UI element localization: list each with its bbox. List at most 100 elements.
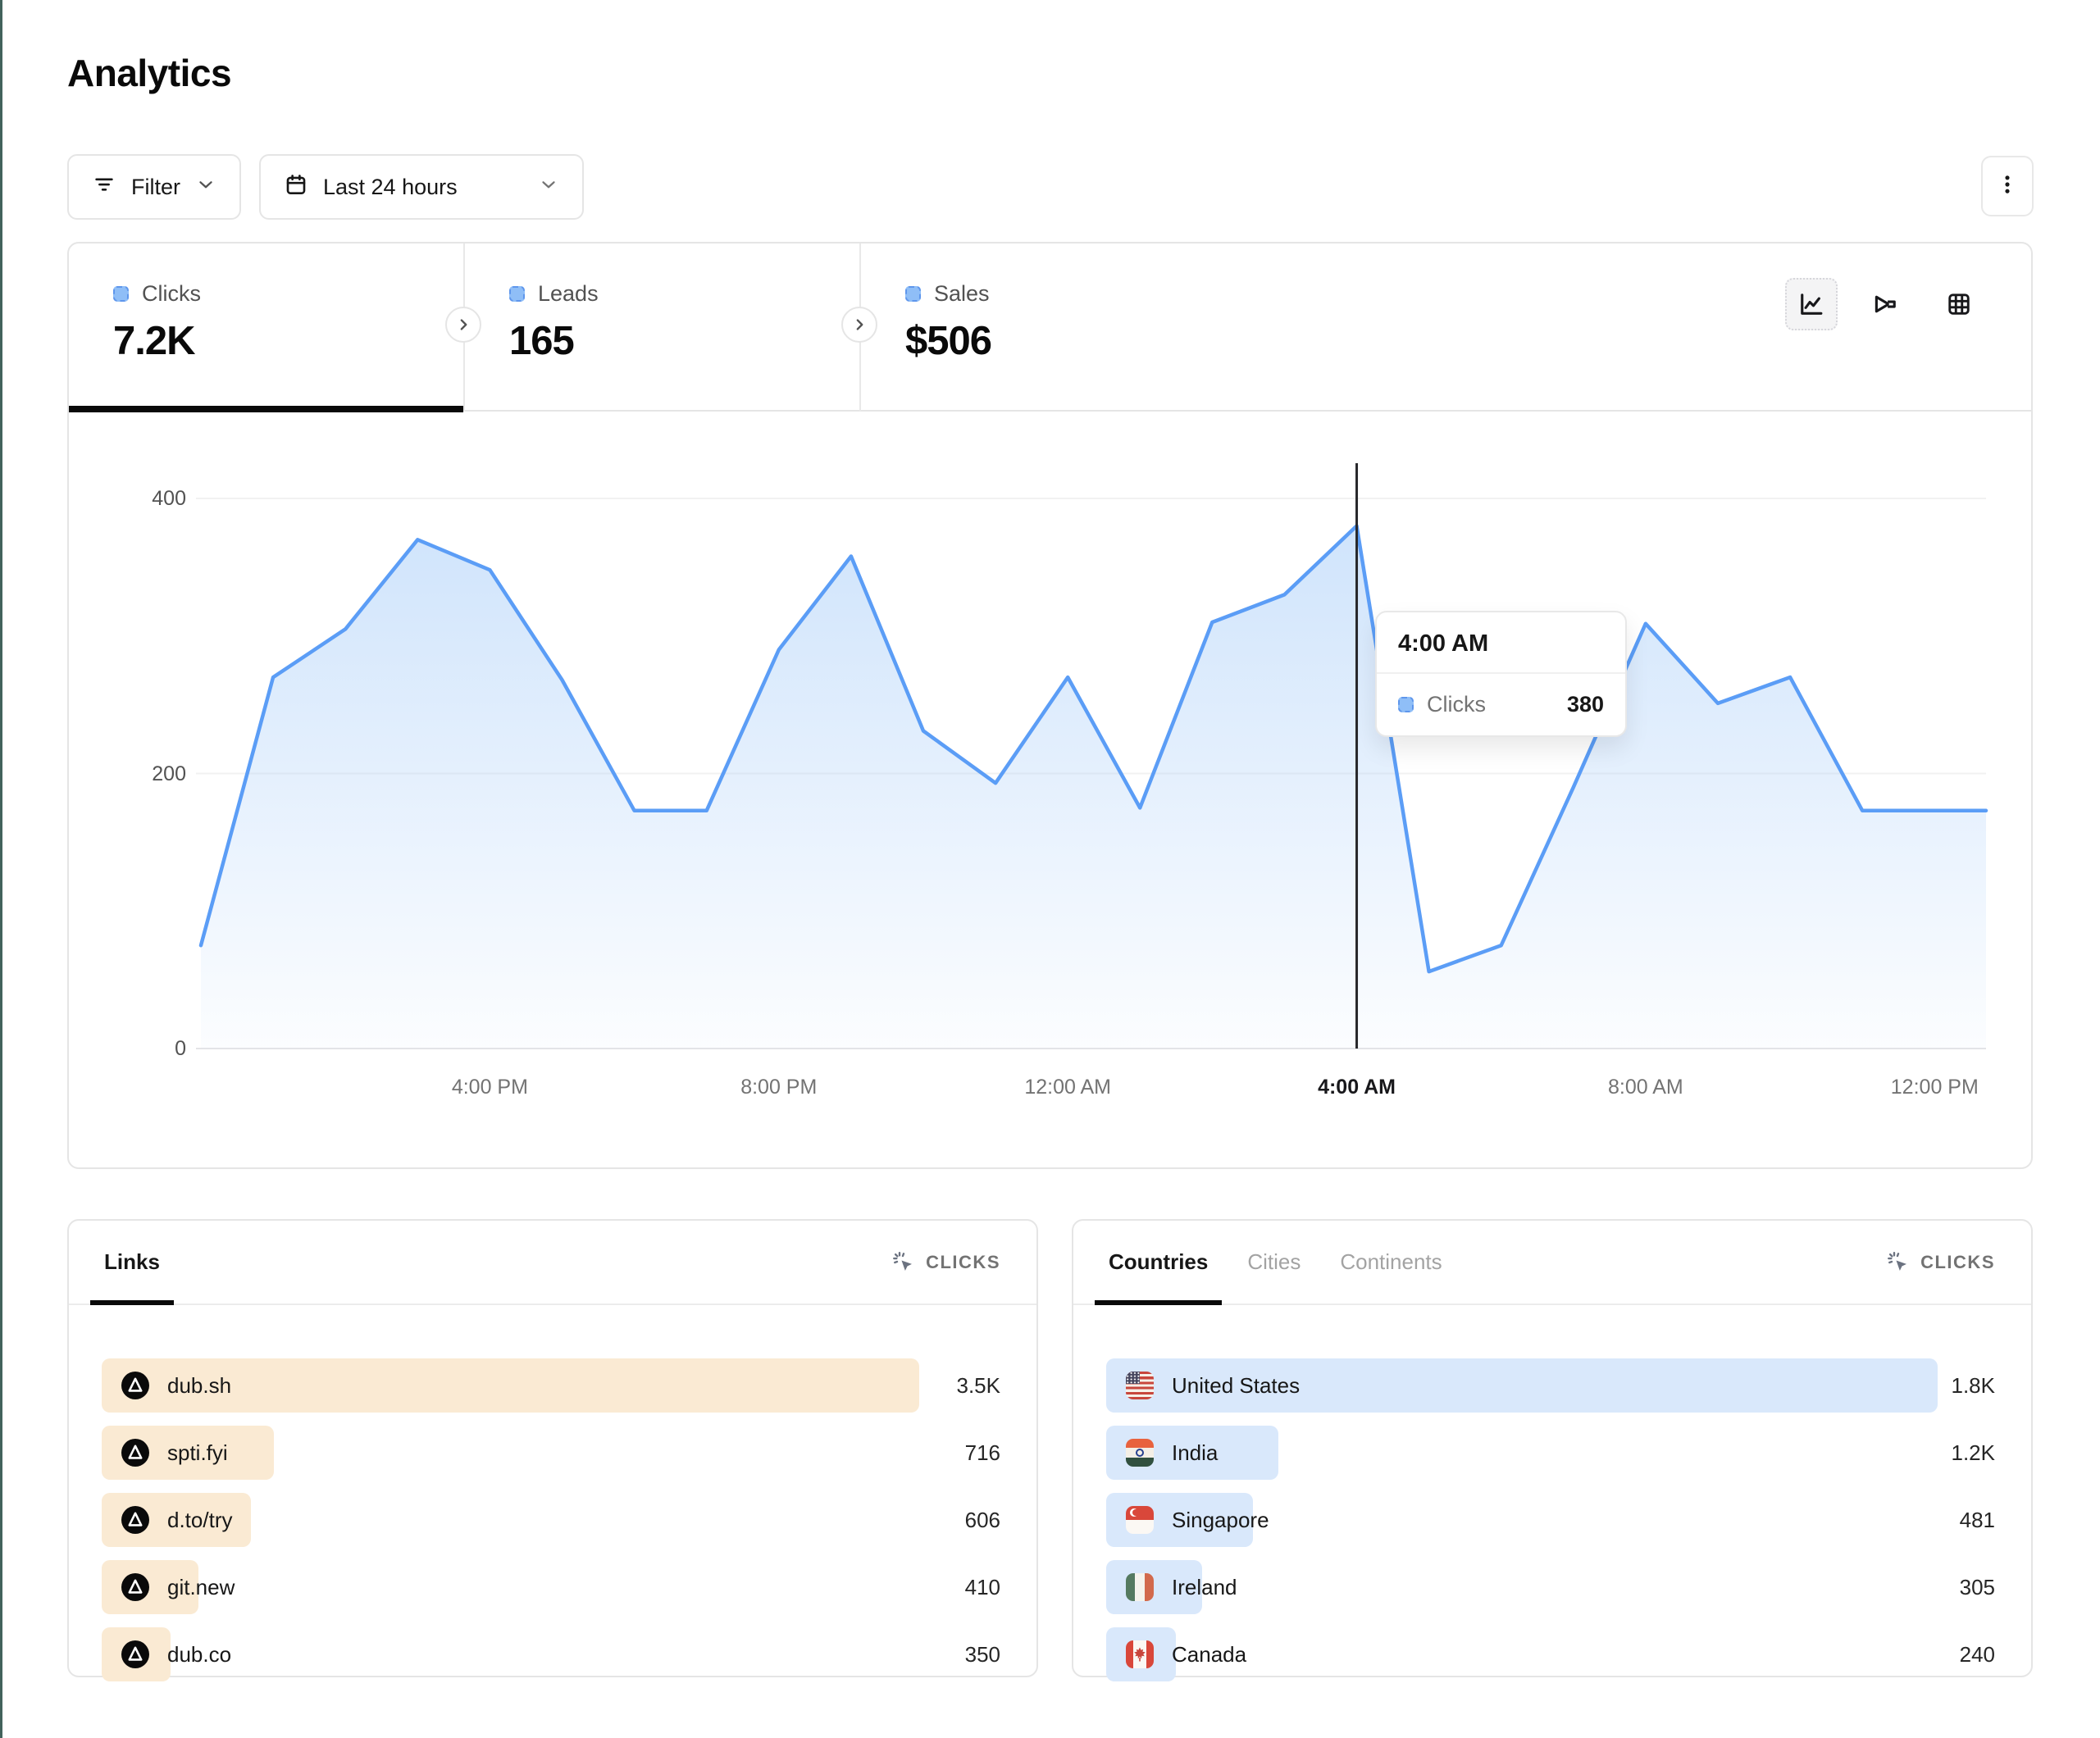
line-chart-view-button[interactable] [1785,278,1838,330]
table-view-button[interactable] [1933,278,1985,330]
list-item[interactable]: dub.sh 3.5K [102,1358,1000,1413]
flag-ireland-icon [1126,1573,1154,1601]
filter-button[interactable]: Filter [67,154,241,220]
list-item[interactable]: United States 1.8K [1106,1358,1995,1413]
flag-india-icon [1126,1439,1154,1467]
leads-legend-square-icon [509,286,525,302]
row-label: dub.sh [167,1372,232,1398]
tab-label: Countries [1109,1249,1209,1274]
row-label: India [1172,1440,1219,1465]
flag-united-states-icon [1126,1372,1154,1399]
chevron-down-icon [538,174,559,201]
funnel-view-button[interactable] [1859,278,1911,330]
row-value: 1.8K [1951,1372,1996,1398]
row-value: 350 [964,1641,1000,1667]
dub-logo-icon [121,1372,149,1399]
stat-tab-label: Leads [538,281,599,306]
page-title: Analytics [67,52,232,94]
list-item[interactable]: India 1.2K [1106,1426,1995,1480]
row-value: 410 [964,1574,1000,1599]
row-value: 305 [1959,1574,1995,1599]
tab-cities[interactable]: Cities [1233,1221,1314,1304]
chart-tooltip: 4:00 AM Clicks 380 [1375,611,1627,737]
x-axis-label: 8:00 AM [1608,1076,1683,1099]
row-label: spti.fyi [167,1440,228,1465]
row-value: 3.5K [956,1372,1001,1398]
tab-countries[interactable]: Countries [1095,1221,1223,1305]
flag-singapore-icon [1126,1506,1154,1534]
row-value-bar [102,1560,199,1614]
stat-tab-value: $506 [905,319,992,363]
x-axis-label: 4:00 PM [451,1076,528,1099]
tab-label: Links [104,1249,160,1274]
links-panel: Links CLICKS dub.sh 3.5K spti.fyi 716 d.to/t… [67,1219,1038,1681]
date-range-button[interactable]: Last 24 hours [259,154,584,220]
clicks-time-series-chart[interactable]: 4:00 AM Clicks 380 400 200 0 4:00 PM 8:00 PM… [69,412,2032,1168]
list-item[interactable]: Canada 240 [1106,1627,1995,1681]
links-metric-header[interactable]: CLICKS [891,1250,1000,1275]
chevron-right-icon [460,319,467,330]
y-axis-label: 400 [152,487,186,510]
row-label: Singapore [1172,1507,1269,1532]
expand-leads-chevron-button[interactable] [841,307,877,343]
dub-logo-icon [121,1640,149,1668]
row-value: 1.2K [1951,1440,1996,1465]
cursor-click-icon [893,1251,913,1271]
list-item[interactable]: git.new 410 [102,1560,1000,1614]
line-chart-icon [1801,293,1823,315]
y-axis-label: 200 [152,762,186,785]
chevron-down-icon [195,174,216,201]
dub-logo-icon [121,1506,149,1534]
tab-links[interactable]: Links [90,1221,174,1305]
metric-label: CLICKS [926,1251,1000,1272]
row-value: 716 [964,1440,1000,1465]
row-label: git.new [167,1574,235,1599]
sales-legend-square-icon [905,286,921,302]
stat-tab-label: Sales [934,281,990,306]
tooltip-series-label: Clicks [1427,692,1486,717]
row-value: 240 [1959,1641,1995,1667]
tab-label: Cities [1247,1249,1301,1274]
row-value-bar [1106,1358,1938,1413]
row-value: 481 [1959,1507,1995,1532]
countries-metric-header[interactable]: CLICKS [1886,1250,1995,1275]
row-label: Ireland [1172,1574,1237,1599]
calendar-icon [284,172,308,202]
stat-tab-clicks[interactable]: Clicks 7.2K [69,243,463,412]
row-label: United States [1172,1372,1301,1398]
row-label: d.to/try [167,1507,233,1532]
clicks-line-series [198,524,1988,974]
dub-logo-icon [121,1439,149,1467]
filter-button-label: Filter [131,174,180,199]
x-axis-label: 12:00 PM [1890,1076,1979,1099]
list-item[interactable]: d.to/try 606 [102,1493,1000,1547]
clicks-legend-square-icon [1398,697,1414,712]
tooltip-time: 4:00 AM [1377,612,1625,674]
tab-label: Continents [1340,1249,1442,1274]
stat-tab-sales[interactable]: Sales $506 [859,243,1255,412]
tooltip-value: 380 [1566,692,1604,717]
kebab-menu-icon [1996,172,2019,201]
list-item[interactable]: dub.co 350 [102,1627,1000,1681]
more-options-button[interactable] [1981,156,2034,216]
stat-tab-label: Clicks [142,281,201,306]
x-axis-label: 12:00 AM [1024,1076,1111,1099]
dub-logo-icon [121,1573,149,1601]
funnel-view-icon [1875,295,1896,313]
clicks-area-fill [201,525,1986,1049]
list-item[interactable]: Ireland 305 [1106,1560,1995,1614]
cursor-click-icon [1888,1251,1907,1271]
list-item[interactable]: Singapore 481 [1106,1493,1995,1547]
row-value-bar [102,1358,920,1413]
tab-continents[interactable]: Continents [1326,1221,1455,1304]
analytics-chart-card: Clicks 7.2K Leads 165 Sales $506 [67,242,2033,1169]
list-item[interactable]: spti.fyi 716 [102,1426,1000,1480]
chevron-right-icon [856,319,863,330]
filter-lines-icon [92,172,116,202]
chart-view-toggles [1785,278,1985,330]
stat-tab-value: 165 [509,319,575,363]
expand-clicks-chevron-button[interactable] [445,307,481,343]
active-tab-underline [69,406,463,412]
stat-tab-leads[interactable]: Leads 165 [463,243,859,412]
